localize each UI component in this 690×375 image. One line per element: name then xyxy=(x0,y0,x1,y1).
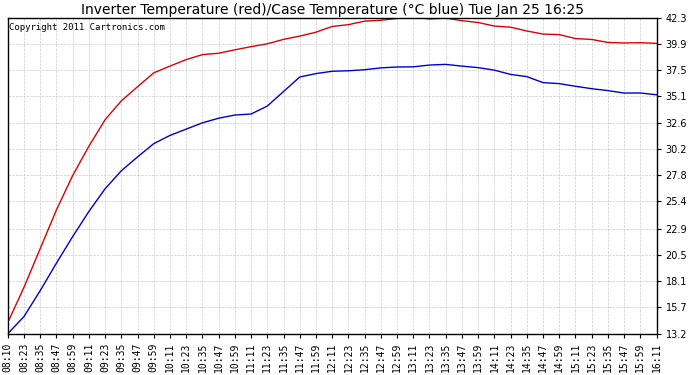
Text: Copyright 2011 Cartronics.com: Copyright 2011 Cartronics.com xyxy=(9,22,165,32)
Title: Inverter Temperature (red)/Case Temperature (°C blue) Tue Jan 25 16:25: Inverter Temperature (red)/Case Temperat… xyxy=(81,3,584,17)
